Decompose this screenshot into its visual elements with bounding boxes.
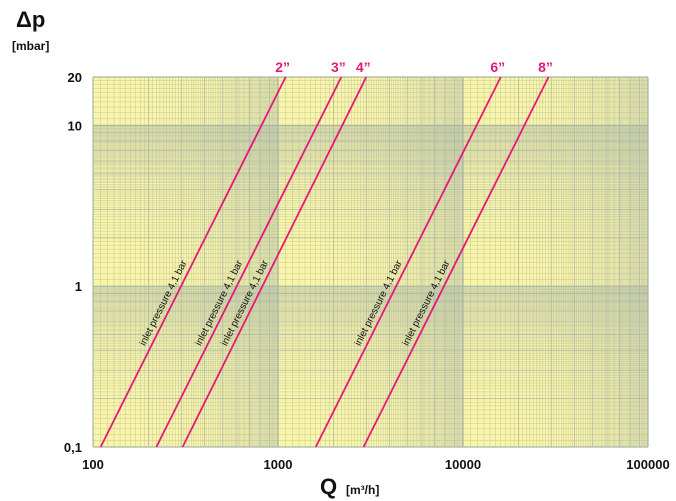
y-tick-label: 1	[75, 279, 82, 294]
series-name-label: 4”	[356, 59, 371, 75]
y-axis-symbol: Δp	[16, 7, 45, 32]
y-axis-unit: [mbar]	[12, 39, 49, 53]
series-line-2	[155, 76, 343, 448]
x-axis-unit: [m³/h]	[346, 483, 379, 497]
x-axis-symbol: Q	[320, 474, 337, 499]
x-tick-label: 10000	[445, 457, 481, 472]
series-line-1	[99, 76, 287, 448]
plot-background	[93, 77, 648, 447]
series-name-label: 6”	[490, 59, 505, 75]
y-tick-label: 10	[68, 118, 82, 133]
x-tick-label: 1000	[264, 457, 293, 472]
series-name-label: 3”	[331, 59, 346, 75]
series-line-3	[181, 76, 368, 448]
series-name-label: 2”	[275, 59, 290, 75]
series-line-5	[362, 76, 550, 448]
x-tick-label: 100000	[626, 457, 669, 472]
y-tick-label: 20	[68, 70, 82, 85]
series-name-label: 8”	[538, 59, 553, 75]
y-tick-label: 0,1	[64, 440, 82, 455]
x-tick-label: 100	[82, 457, 104, 472]
series-line-4	[314, 76, 502, 448]
